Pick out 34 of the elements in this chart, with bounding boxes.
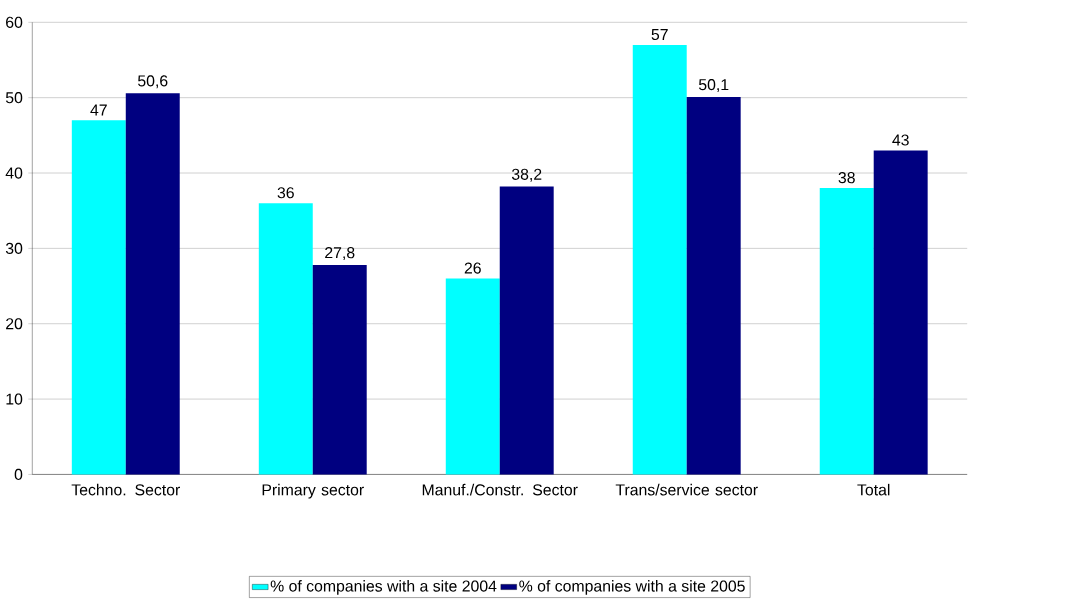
y-tick-label: 40 [5, 167, 23, 179]
bar [873, 150, 928, 475]
y-tick-label: 30 [5, 242, 23, 254]
y-tick-label: 10 [6, 393, 23, 405]
data-label: 57 [651, 28, 668, 40]
bar [686, 96, 741, 475]
data-label: 50,6 [138, 75, 168, 89]
x-tick-label: Techno. Sector [71, 483, 180, 496]
bar [499, 186, 554, 475]
bar [71, 120, 126, 475]
data-label: 38 [838, 171, 855, 184]
x-tick-label: Total [857, 483, 890, 496]
y-tick-label: 60 [6, 16, 23, 28]
y-tick-label: 50 [5, 91, 23, 104]
y-tick-label: 20 [6, 317, 23, 330]
data-label: 43 [892, 134, 909, 146]
bar [445, 278, 500, 475]
bar [258, 202, 313, 475]
bar [819, 187, 874, 475]
bar [632, 44, 687, 475]
x-tick-label: Primary sector [262, 483, 364, 499]
legend-label: % of companies with a site 2004 [270, 579, 497, 595]
legend-label: % of companies with a site 2005 [519, 579, 745, 595]
bar [312, 264, 367, 475]
data-label: 38,2 [511, 168, 542, 182]
y-tick-label: 0 [14, 468, 23, 480]
x-tick-label: Trans/service sector [615, 483, 758, 496]
data-label: 36 [277, 186, 294, 199]
data-label: 27,8 [325, 246, 355, 260]
data-label: 47 [90, 104, 107, 116]
x-tick-label: Manuf./Constr. Sector [422, 483, 578, 496]
data-label: 26 [464, 262, 481, 274]
bar [125, 92, 180, 475]
data-label: 50,1 [698, 78, 729, 92]
